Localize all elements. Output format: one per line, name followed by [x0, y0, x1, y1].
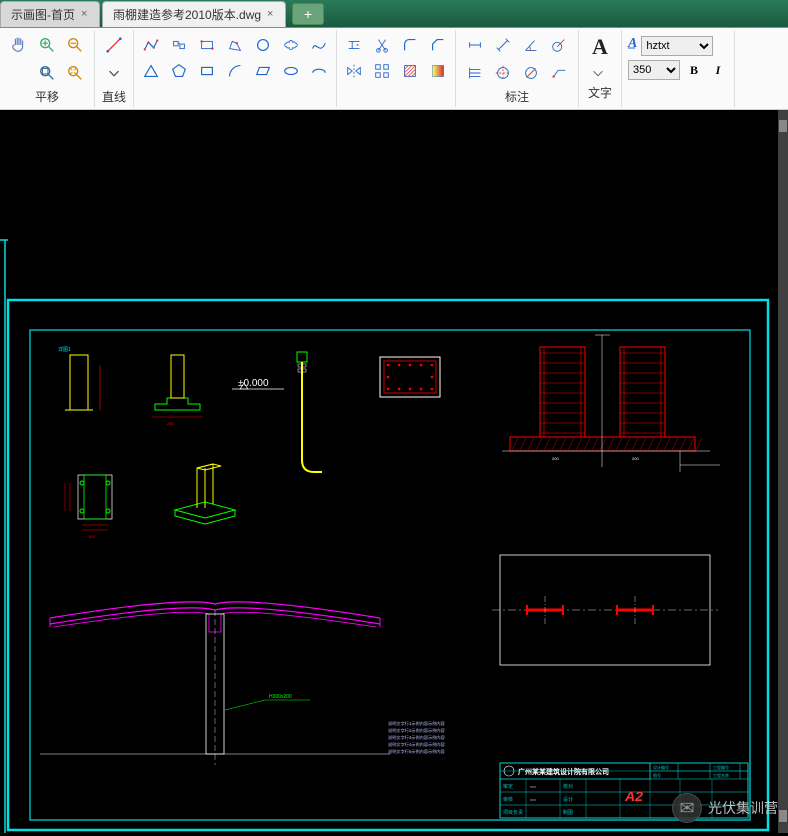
svg-text:说明文字行1示例内容示例内容: 说明文字行1示例内容示例内容 [388, 720, 445, 727]
revcloud-icon[interactable] [278, 32, 304, 58]
group-label: 平移 [35, 88, 59, 105]
text-icon[interactable]: A [585, 32, 615, 62]
triangle-icon[interactable] [138, 58, 164, 84]
svg-text:A2: A2 [624, 788, 643, 804]
rect-points-icon[interactable] [194, 32, 220, 58]
toolbar: 平移 直线 [0, 28, 788, 110]
zoom-out-icon[interactable] [62, 32, 88, 58]
tab-home[interactable]: 示画图-首页 × [0, 1, 100, 27]
svg-text:审定: 审定 [503, 783, 513, 790]
mirror-icon[interactable] [341, 58, 367, 84]
wechat-icon: ✉ [672, 793, 702, 823]
dim-baseline-icon[interactable] [462, 60, 488, 86]
font-name-select[interactable]: hztxt [641, 36, 713, 56]
group-font: A̲ hztxt 350 B I [622, 30, 735, 107]
circle-icon[interactable] [250, 32, 276, 58]
svg-text:工程名称: 工程名称 [713, 772, 729, 778]
svg-text:设计编号: 设计编号 [653, 764, 669, 770]
zoom-window-icon[interactable] [34, 60, 60, 86]
svg-text:100: 100 [88, 534, 95, 539]
svg-text:200: 200 [552, 456, 559, 461]
dim-radius-icon[interactable] [546, 32, 572, 58]
dim-diameter-icon[interactable] [518, 60, 544, 86]
dim-angular-icon[interactable] [518, 32, 544, 58]
group-label: 文字 [588, 84, 612, 101]
watermark-text: 光伏集训营 [708, 798, 778, 818]
svg-text:xxx: xxx [530, 784, 536, 789]
spline-icon[interactable] [306, 32, 332, 58]
svg-text:说明文字行3示例内容示例内容: 说明文字行3示例内容示例内容 [388, 734, 445, 741]
tab-bar: 示画图-首页 × 雨棚建造参考2010版本.dwg × + [0, 0, 788, 28]
close-icon[interactable]: × [81, 8, 93, 20]
parallelogram-icon[interactable] [250, 58, 276, 84]
svg-text:说明文字行2示例内容示例内容: 说明文字行2示例内容示例内容 [388, 727, 445, 734]
multiline-icon[interactable] [166, 32, 192, 58]
font-size-select[interactable]: 350 [628, 60, 680, 80]
svg-text:说明文字行4示例内容示例内容: 说明文字行4示例内容示例内容 [388, 741, 445, 748]
dim-leader-icon[interactable] [546, 60, 572, 86]
svg-text:项目负责: 项目负责 [503, 809, 523, 816]
array-icon[interactable] [369, 58, 395, 84]
svg-text:200: 200 [167, 421, 174, 426]
hatch-icon[interactable] [397, 58, 423, 84]
italic-button[interactable]: I [708, 60, 728, 80]
group-pan: 平移 [0, 30, 95, 107]
dim-center-icon[interactable] [490, 60, 516, 86]
watermark: ✉ 光伏集训营 [672, 793, 778, 823]
ellipse-icon[interactable] [278, 58, 304, 84]
trim-icon[interactable] [369, 32, 395, 58]
arc-icon[interactable] [222, 58, 248, 84]
svg-text:±0.000: ±0.000 [238, 378, 269, 389]
rectangle-icon[interactable] [194, 58, 220, 84]
drawing-canvas[interactable]: 详图1 200 ±0.000 100 200 200 H300x200 说明文字行1示例内容示… [0, 110, 788, 833]
svg-text:xxx: xxx [530, 797, 536, 802]
svg-text:200: 200 [632, 456, 639, 461]
svg-text:审核: 审核 [503, 796, 513, 803]
font-family-icon: A̲ [628, 36, 637, 56]
group-draw [134, 30, 337, 107]
svg-text:工程编号: 工程编号 [713, 764, 729, 770]
pentagon-icon[interactable] [166, 58, 192, 84]
svg-text:图号: 图号 [653, 772, 661, 778]
offset-icon[interactable] [341, 32, 367, 58]
group-modify [337, 30, 456, 107]
text-dropdown-icon[interactable] [585, 64, 611, 82]
svg-text:设计: 设计 [563, 796, 573, 803]
tab-label: 雨棚建造参考2010版本.dwg [113, 6, 261, 23]
svg-text:说明文字行5示例内容示例内容: 说明文字行5示例内容示例内容 [388, 748, 445, 755]
dim-linear-icon[interactable] [462, 32, 488, 58]
svg-text:H300x200: H300x200 [269, 694, 292, 700]
polyline-icon[interactable] [138, 32, 164, 58]
pan-hand-icon[interactable] [6, 32, 32, 58]
tab-drawing[interactable]: 雨棚建造参考2010版本.dwg × [102, 1, 286, 27]
tab-label: 示画图-首页 [11, 6, 75, 23]
bold-button[interactable]: B [684, 60, 704, 80]
svg-text:校对: 校对 [563, 783, 573, 790]
line-icon[interactable] [101, 32, 127, 58]
ellipse-arc-icon[interactable] [306, 58, 332, 84]
fillet-icon[interactable] [397, 32, 423, 58]
cad-drawing: 详图1 200 ±0.000 100 200 200 H300x200 说明文字行1示例内容示… [0, 110, 788, 833]
group-line: 直线 [95, 30, 134, 107]
svg-text:制图: 制图 [563, 809, 573, 816]
svg-text:详图1: 详图1 [58, 346, 71, 353]
group-label: 直线 [102, 88, 126, 105]
close-icon[interactable]: × [267, 8, 279, 20]
zoom-in-icon[interactable] [34, 32, 60, 58]
group-label: 标注 [505, 88, 529, 105]
group-dimension: 标注 [456, 30, 579, 107]
line-dropdown-icon[interactable] [101, 60, 127, 86]
dim-aligned-icon[interactable] [490, 32, 516, 58]
add-tab-button[interactable]: + [292, 3, 324, 25]
chamfer-icon[interactable] [425, 32, 451, 58]
svg-text:广州某某建筑设计院有限公司: 广州某某建筑设计院有限公司 [518, 767, 609, 776]
group-text: A 文字 [579, 30, 622, 107]
gradient-icon[interactable] [425, 58, 451, 84]
zoom-extents-icon[interactable] [62, 60, 88, 86]
polygon-edit-icon[interactable] [222, 32, 248, 58]
